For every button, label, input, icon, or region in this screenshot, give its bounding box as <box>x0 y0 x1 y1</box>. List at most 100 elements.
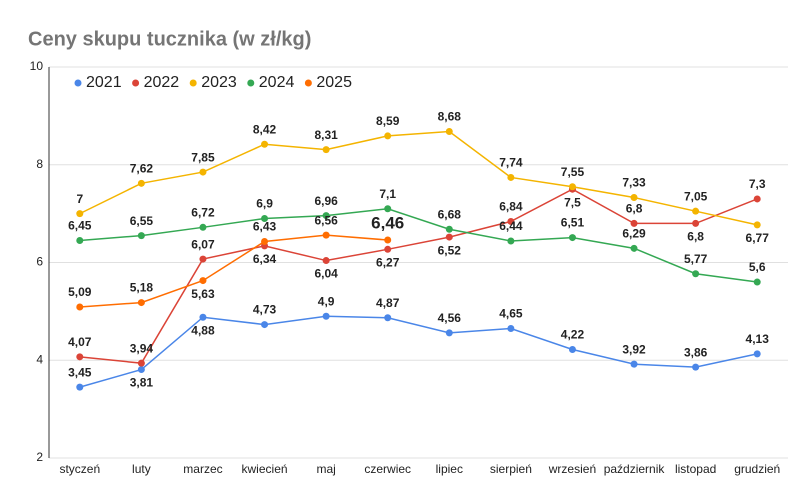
data-point <box>261 321 269 329</box>
data-label: 8,59 <box>376 114 400 128</box>
data-label: 6,43 <box>253 220 277 234</box>
data-label: 7,3 <box>749 177 766 191</box>
data-label: 7,05 <box>684 189 708 203</box>
data-label: 5,63 <box>191 287 215 301</box>
data-point <box>568 183 576 191</box>
data-label: 6,46 <box>371 214 404 233</box>
data-label: 6,27 <box>376 255 400 269</box>
data-label: 6,8 <box>687 230 704 244</box>
data-label: 3,86 <box>684 345 708 359</box>
data-label: 3,81 <box>130 376 154 390</box>
data-label: 4,87 <box>376 296 400 310</box>
data-point <box>199 255 207 263</box>
x-tick-label: luty <box>132 462 151 476</box>
data-label: 7,33 <box>622 176 646 190</box>
data-point <box>692 270 700 278</box>
data-point <box>322 212 330 220</box>
data-label: 3,45 <box>68 365 92 379</box>
data-label: 6,8 <box>626 202 643 216</box>
data-label: 6,72 <box>191 205 215 219</box>
data-label: 6,34 <box>253 252 277 266</box>
x-tick-label: listopad <box>675 462 716 476</box>
data-label: 6,52 <box>438 243 462 257</box>
data-point <box>568 345 576 353</box>
y-tick-label: 8 <box>36 157 43 171</box>
data-label: 6,84 <box>499 200 523 214</box>
data-point <box>76 303 84 311</box>
data-label: 7,62 <box>130 161 154 175</box>
data-label: 4,22 <box>561 328 585 342</box>
data-point <box>568 234 576 242</box>
data-point <box>445 225 453 233</box>
data-point <box>76 237 84 245</box>
y-tick-label: 10 <box>30 59 44 73</box>
data-point <box>753 350 761 358</box>
data-point <box>384 236 392 244</box>
data-label: 4,65 <box>499 307 523 321</box>
data-point <box>137 359 145 367</box>
series-line <box>79 315 758 388</box>
data-point <box>322 257 330 265</box>
legend-label: 2023 <box>201 74 237 91</box>
data-label: 5,6 <box>749 260 766 274</box>
data-point <box>322 231 330 239</box>
data-label: 6,44 <box>499 219 523 233</box>
data-point <box>384 205 392 213</box>
y-tick-label: 6 <box>36 255 43 269</box>
data-point <box>630 193 638 201</box>
x-tick-label: styczeń <box>59 462 100 476</box>
data-label: 7,74 <box>499 156 523 170</box>
data-point <box>692 363 700 371</box>
x-tick-label: październik <box>604 462 666 476</box>
x-tick-label: lipiec <box>436 462 463 476</box>
data-point <box>507 173 515 181</box>
data-point <box>137 299 145 307</box>
legend-marker <box>189 79 197 87</box>
data-point <box>322 312 330 320</box>
data-label: 6,55 <box>130 214 154 228</box>
data-label: 8,42 <box>253 122 277 136</box>
legend-marker <box>247 79 255 87</box>
x-tick-label: grudzień <box>734 462 780 476</box>
y-tick-label: 4 <box>36 352 43 366</box>
data-label: 7 <box>76 192 83 206</box>
data-label: 4,07 <box>68 335 92 349</box>
data-label: 7,1 <box>379 187 396 201</box>
series-line <box>79 188 758 364</box>
data-point <box>261 140 269 148</box>
data-point <box>199 168 207 176</box>
data-point <box>384 245 392 253</box>
data-point <box>76 210 84 218</box>
data-label: 8,31 <box>314 128 338 142</box>
data-label: 5,09 <box>68 285 92 299</box>
data-point <box>384 132 392 140</box>
series-line <box>79 130 758 226</box>
data-label: 7,55 <box>561 165 585 179</box>
data-point <box>261 237 269 245</box>
data-point <box>445 128 453 136</box>
data-point <box>445 233 453 241</box>
data-label: 6,68 <box>438 207 462 221</box>
y-tick-label: 2 <box>36 450 43 464</box>
legend-marker <box>132 79 140 87</box>
legend-marker <box>304 79 312 87</box>
chart-title: Ceny skupu tucznika (w zł/kg) <box>28 28 311 50</box>
data-point <box>76 353 84 361</box>
data-label: 6,56 <box>314 213 338 227</box>
data-label: 7,5 <box>564 195 581 209</box>
legend-label: 2022 <box>144 74 180 91</box>
data-point <box>137 366 145 374</box>
data-point <box>137 179 145 187</box>
data-label: 6,45 <box>68 219 92 233</box>
data-label: 6,29 <box>622 226 646 240</box>
x-tick-label: sierpień <box>490 462 532 476</box>
data-label: 4,13 <box>746 332 770 346</box>
data-label: 6,51 <box>561 216 585 230</box>
legend-label: 2021 <box>86 74 122 91</box>
data-label: 4,56 <box>438 311 462 325</box>
data-label: 3,92 <box>622 342 646 356</box>
data-point <box>384 314 392 322</box>
data-point <box>507 324 515 332</box>
data-point <box>630 360 638 368</box>
